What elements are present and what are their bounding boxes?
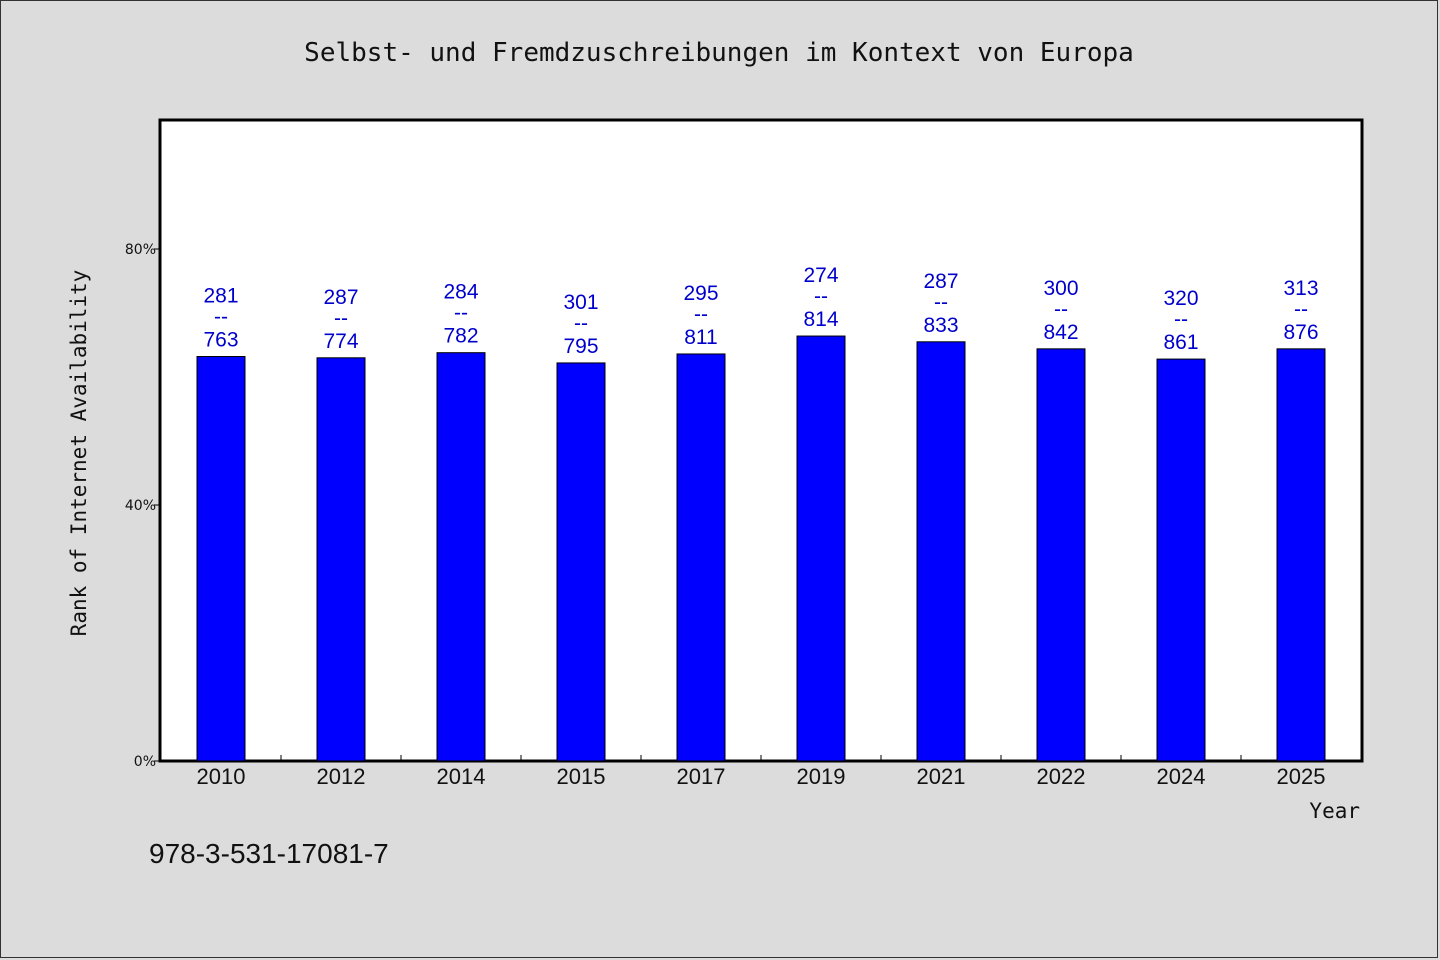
x-tick-label: 2024	[1157, 764, 1206, 789]
bar-label-top: 287	[323, 286, 358, 309]
bar	[316, 357, 366, 762]
bar-label-top: 295	[683, 282, 718, 305]
bar-label-top: 281	[203, 285, 238, 308]
bar	[1276, 348, 1326, 762]
bar	[1156, 358, 1206, 762]
bar	[556, 362, 606, 762]
isbn-footnote: 978-3-531-17081-7	[149, 838, 389, 869]
x-axis: 2010 2012 2014 2015 2017 2019 2021 2022 2024 2025	[197, 755, 1326, 789]
bar-label-top: 287	[923, 270, 958, 293]
y-tick-label: 40%	[125, 498, 156, 514]
bar-label-separator: --	[454, 302, 468, 325]
bar-label-separator: --	[1174, 308, 1188, 331]
bar-label-separator: --	[934, 291, 948, 314]
bar	[676, 353, 726, 762]
x-axis-title: Year	[1309, 799, 1360, 823]
bar-label-separator: --	[814, 285, 828, 308]
bar-label-bottom: 774	[323, 330, 358, 353]
x-tick-label: 2022	[1037, 764, 1086, 789]
x-tick-label: 2014	[437, 764, 486, 789]
bar	[196, 356, 246, 762]
x-tick-label: 2019	[797, 764, 846, 789]
bar-label-bottom: 861	[1163, 331, 1198, 354]
x-tick-label: 2017	[677, 764, 726, 789]
bar-label-separator: --	[694, 303, 708, 326]
x-tick-label: 2012	[317, 764, 366, 789]
bar	[916, 341, 966, 762]
bar-label-top: 313	[1283, 277, 1318, 300]
bar	[796, 335, 846, 762]
bar-label-separator: --	[1294, 298, 1308, 321]
y-axis-title: Rank of Internet Availability	[67, 270, 91, 637]
x-tick-label: 2025	[1277, 764, 1326, 789]
bar-label-bottom: 833	[923, 314, 958, 337]
bar-label-top: 320	[1163, 287, 1198, 310]
bar-label-separator: --	[574, 312, 588, 335]
y-tick-label: 80%	[125, 242, 156, 258]
bars-layer	[196, 335, 1326, 762]
bar	[436, 352, 486, 762]
bar-label-top: 300	[1043, 277, 1078, 300]
chart-title: Selbst- und Fremdzuschreibungen im Konte…	[304, 38, 1134, 68]
y-tick-label: 0%	[134, 754, 156, 770]
bar-label-separator: --	[334, 307, 348, 330]
x-tick-label: 2021	[917, 764, 966, 789]
bar-label-top: 301	[563, 291, 598, 314]
bar-labels-layer: 281--763287--774284--782301--795295--811…	[203, 264, 1318, 358]
x-tick-label: 2015	[557, 764, 606, 789]
bar-label-bottom: 842	[1043, 321, 1078, 344]
bar-label-bottom: 811	[684, 326, 717, 349]
bar	[1036, 348, 1086, 762]
bar-label-bottom: 795	[563, 335, 598, 358]
bar-label-bottom: 763	[203, 329, 238, 352]
bar-label-bottom: 876	[1283, 321, 1318, 344]
bar-label-top: 284	[443, 281, 478, 304]
y-axis: 0% 40% 80%	[125, 242, 161, 770]
bar-label-bottom: 782	[443, 325, 478, 348]
bar-label-separator: --	[214, 306, 228, 329]
x-tick-label: 2010	[197, 764, 246, 789]
bar-label-top: 274	[803, 264, 838, 287]
bar-label-separator: --	[1054, 298, 1068, 321]
bar-label-bottom: 814	[803, 308, 838, 331]
